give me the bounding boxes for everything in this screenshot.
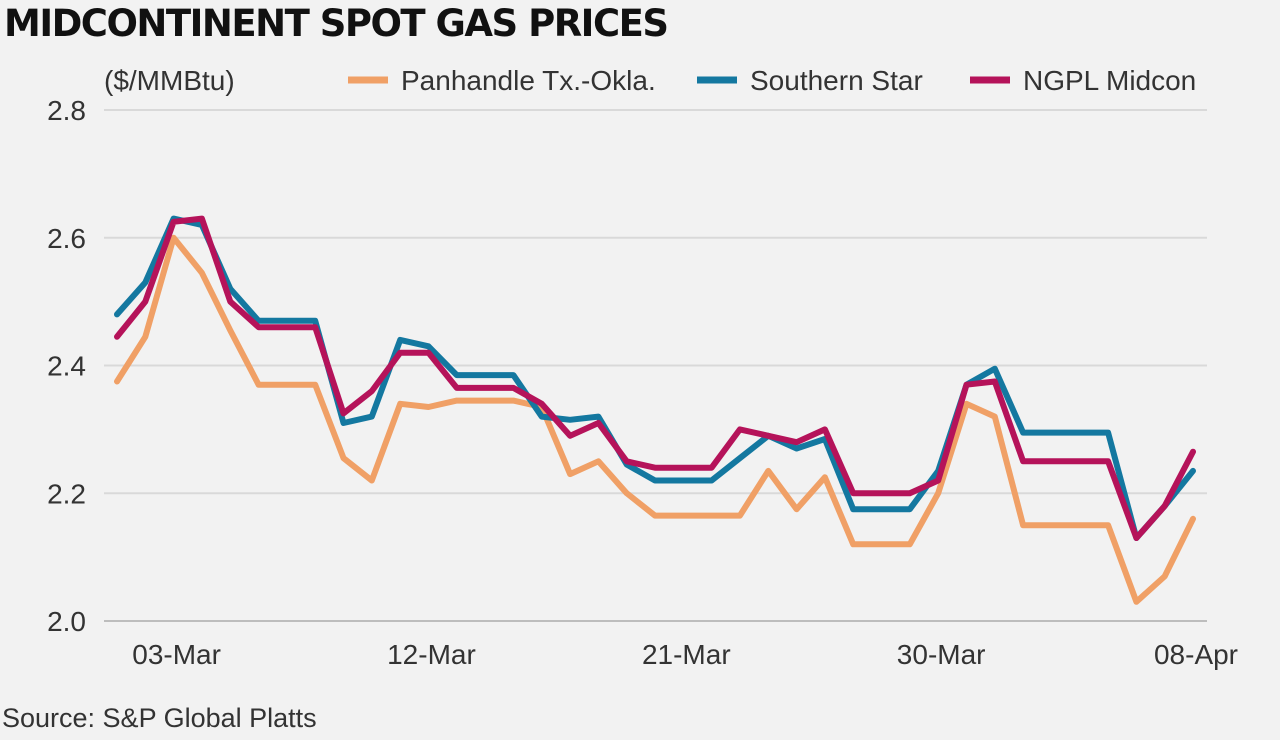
y-tick-label: 2.0 — [47, 606, 86, 637]
x-tick-label: 03-Mar — [132, 639, 221, 670]
y-tick-label: 2.4 — [47, 351, 86, 382]
legend-label-southern-star: Southern Star — [750, 65, 923, 96]
grid-layer — [104, 109, 1207, 622]
chart-title: MIDCONTINENT SPOT GAS PRICES — [4, 2, 669, 45]
y-axis-ticks: 2.8 2.6 2.4 2.2 2.0 — [47, 95, 86, 637]
legend-label-panhandle-tx-okla: Panhandle Tx.-Okla. — [401, 65, 656, 96]
x-tick-label: 21-Mar — [642, 639, 731, 670]
y-tick-label: 2.2 — [47, 478, 86, 509]
x-tick-label: 30-Mar — [897, 639, 986, 670]
legend-label-ngpl-midcon: NGPL Midcon — [1023, 65, 1196, 96]
y-tick-label: 2.6 — [47, 223, 86, 254]
x-tick-label: 08-Apr — [1154, 639, 1238, 670]
series-line-southern-star — [114, 215, 1196, 541]
series-lines — [114, 215, 1196, 605]
line-chart: 2.8 2.6 2.4 2.2 2.0 03-Mar 12-Mar 21-Mar 30-Mar… — [47, 65, 1238, 670]
y-tick-label: 2.8 — [47, 95, 86, 126]
series-line-ngpl-midcon — [114, 215, 1196, 541]
legend: Panhandle Tx.-Okla. Southern Star NGPL Mid… — [348, 65, 1196, 96]
source-note: Source: S&P Global Platts — [2, 703, 317, 733]
y-axis-unit-label: ($/MMBtu) — [104, 65, 235, 96]
series-line-panhandle-tx-okla — [114, 234, 1196, 605]
x-axis-ticks: 03-Mar 12-Mar 21-Mar 30-Mar 08-Apr — [132, 639, 1238, 670]
x-tick-label: 12-Mar — [387, 639, 476, 670]
